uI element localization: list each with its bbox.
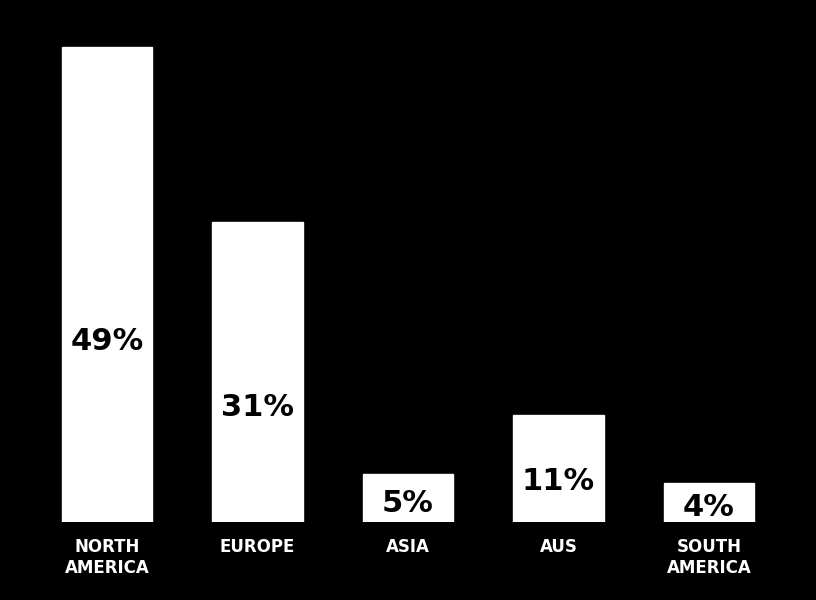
Bar: [363, 473, 453, 522]
Bar: [513, 415, 604, 522]
Text: 49%: 49%: [70, 327, 144, 356]
Text: 31%: 31%: [221, 394, 294, 422]
Text: 5%: 5%: [382, 489, 434, 518]
Bar: [663, 483, 754, 522]
Text: 11%: 11%: [522, 467, 595, 496]
Bar: [62, 47, 153, 522]
Text: 4%: 4%: [683, 493, 734, 522]
Bar: [212, 221, 303, 522]
